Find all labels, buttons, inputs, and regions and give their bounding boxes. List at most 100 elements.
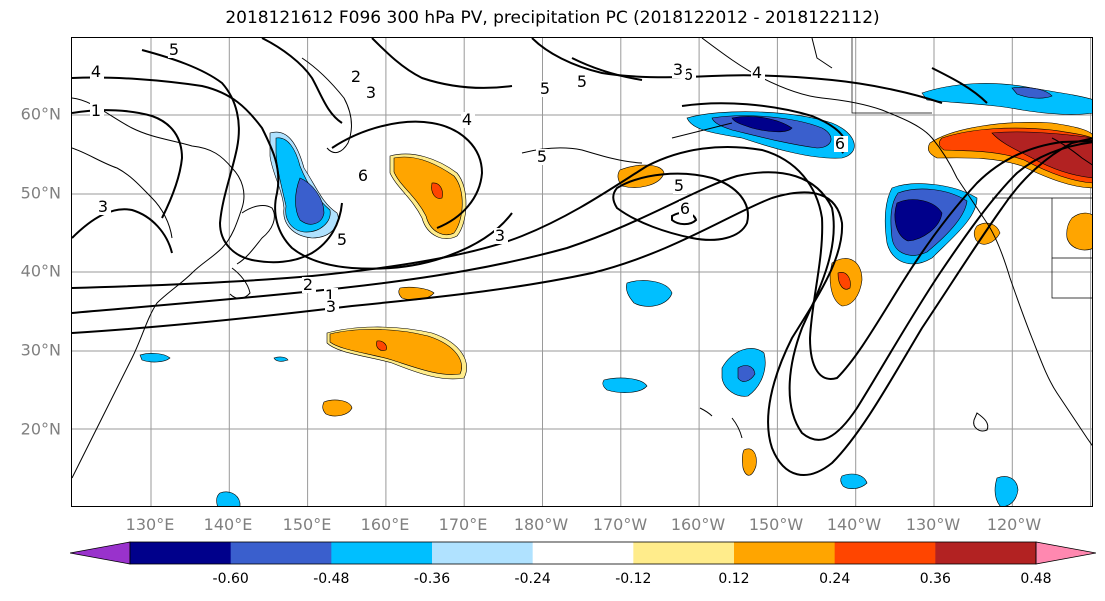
precip-anomaly-positive xyxy=(991,131,1092,179)
precip-anomaly-negative xyxy=(840,473,868,489)
pv-contour-label: 5 xyxy=(169,40,179,59)
precip-anomaly-negative xyxy=(1011,87,1053,99)
colorbar-extend-low xyxy=(70,541,131,565)
pv-contour-label-bg xyxy=(679,201,693,217)
map-title: 2018121612 F096 300 hPa PV, precipitatio… xyxy=(225,8,880,28)
lon-label: 170°E xyxy=(438,515,488,534)
lat-label: 50°N xyxy=(20,183,61,203)
map-canvas: 54123456451356356653213 xyxy=(72,38,1092,506)
pv-contour-label-bg xyxy=(751,65,765,81)
pv-contour-label-bg xyxy=(350,69,364,85)
pv-contour-label: 5 xyxy=(337,230,347,249)
lat-label: 20°N xyxy=(20,419,61,439)
precip-anomaly-negative xyxy=(731,116,793,133)
pv-contour-label: 5 xyxy=(577,72,587,91)
pv-contour-label: 3 xyxy=(673,60,683,79)
precip-anomaly-negative xyxy=(994,476,1019,506)
colorbar-segment xyxy=(432,542,534,564)
pv-contour-labels: 54123456451356356653213 xyxy=(90,40,848,316)
lon-label: 120°W xyxy=(986,515,1042,534)
precip-anomaly-negative xyxy=(626,280,673,307)
pv-contour-label-bg xyxy=(325,299,339,315)
pv-contour-label: 2 xyxy=(351,67,361,86)
pv-contour-label-bg xyxy=(302,277,316,293)
colorbar-tick-label: -0.36 xyxy=(413,571,451,587)
pv-contour-label-bg xyxy=(90,64,104,80)
precip-anomaly-negative xyxy=(216,491,241,506)
colorbar-segment xyxy=(331,542,433,564)
pv-contour-label-bg xyxy=(357,168,371,184)
pv-contour-label: 1 xyxy=(325,286,335,305)
coastlines xyxy=(72,38,1092,479)
lon-label: 140°E xyxy=(203,515,253,534)
pv-contour-label-bg xyxy=(90,103,104,119)
colorbar-tick-label: 0.48 xyxy=(1020,571,1052,587)
colorbar-segment xyxy=(834,542,936,564)
pv-contour-label: 5 xyxy=(537,147,547,166)
pv-contour-label: 2 xyxy=(303,275,313,294)
precip-anomaly-positive xyxy=(322,399,353,417)
pv-contour-label-bg xyxy=(494,228,508,244)
pv-contour-label-bg xyxy=(673,178,687,194)
pv-contour-label: 3 xyxy=(366,83,376,102)
precip-anomaly-negative xyxy=(894,199,943,242)
pv-contour-label-bg xyxy=(536,149,550,165)
lon-label: 140°W xyxy=(826,515,882,534)
lon-label: 180°W xyxy=(513,515,569,534)
pv-contour-label-bg xyxy=(834,136,848,152)
pv-contour-label-bg xyxy=(539,81,553,97)
lat-label: 40°N xyxy=(20,261,61,281)
colorbar-outline xyxy=(129,541,1037,565)
pv-contour-label-bg xyxy=(672,62,686,78)
colorbar-tick-label: 0.36 xyxy=(919,571,951,587)
pv-contour-label-bg xyxy=(97,199,111,215)
colorbar-tick-label: -0.60 xyxy=(212,571,249,587)
pv-contour-label: 4 xyxy=(91,62,101,81)
pv-contours xyxy=(72,38,1092,476)
pv-contour-label: 1 xyxy=(91,101,101,120)
precip-anomaly-negative xyxy=(295,177,325,225)
precip-anomaly-positive xyxy=(329,329,462,375)
colorbar-segment xyxy=(633,542,735,564)
colorbar-segment xyxy=(532,542,634,564)
lat-label: 30°N xyxy=(20,340,61,360)
lon-label: 130°E xyxy=(125,515,175,534)
colorbar-tick-label: -0.48 xyxy=(313,571,350,587)
pv-contour-label-bg xyxy=(365,85,379,101)
lon-label: 130°W xyxy=(905,515,961,534)
precip-anomaly-positive xyxy=(837,272,851,290)
pv-contour-label: 4 xyxy=(462,110,472,129)
precip-anomaly-negative xyxy=(921,83,1092,115)
precip-anomaly-negative xyxy=(602,377,648,393)
precip-anomaly-positive xyxy=(393,156,463,236)
pv-contour-label: 5 xyxy=(674,176,684,195)
lon-label: 160°E xyxy=(360,515,410,534)
pv-contour-label: 6 xyxy=(680,199,690,218)
pv-contour-label: 3 xyxy=(495,226,505,245)
colorbar-extend-high xyxy=(1035,541,1096,565)
pv-contour-label-bg xyxy=(168,42,182,58)
colorbar-segment xyxy=(935,542,1037,564)
pv-contour-label-bg xyxy=(576,74,590,90)
precip-anomaly-positive xyxy=(973,222,1001,245)
pv-contour-label: 3 xyxy=(98,197,108,216)
map-panel: 54123456451356356653213 xyxy=(71,37,1093,507)
precip-anomaly-negative xyxy=(737,365,756,382)
pv-contour-label: 4 xyxy=(752,63,762,82)
colorbar-tick-label: -0.12 xyxy=(615,571,652,587)
precip-anomaly-positive xyxy=(1066,212,1092,251)
precip-anomaly-positive xyxy=(431,182,443,199)
pv-contour-label-bg xyxy=(461,112,475,128)
colorbar xyxy=(70,541,1096,565)
pv-contour-label: 3 xyxy=(326,297,336,316)
pv-contour-label: 6 xyxy=(683,65,693,84)
colorbar-segment xyxy=(734,542,836,564)
precip-anomaly-negative xyxy=(139,353,171,363)
colorbar-segment xyxy=(130,542,232,564)
pv-contour-label: 6 xyxy=(835,134,845,153)
colorbar-segment xyxy=(230,542,332,564)
lon-label: 150°E xyxy=(282,515,332,534)
precip-anomaly-positive xyxy=(742,448,757,476)
pv-contour-label: 6 xyxy=(358,166,368,185)
lon-label: 170°W xyxy=(592,515,648,534)
